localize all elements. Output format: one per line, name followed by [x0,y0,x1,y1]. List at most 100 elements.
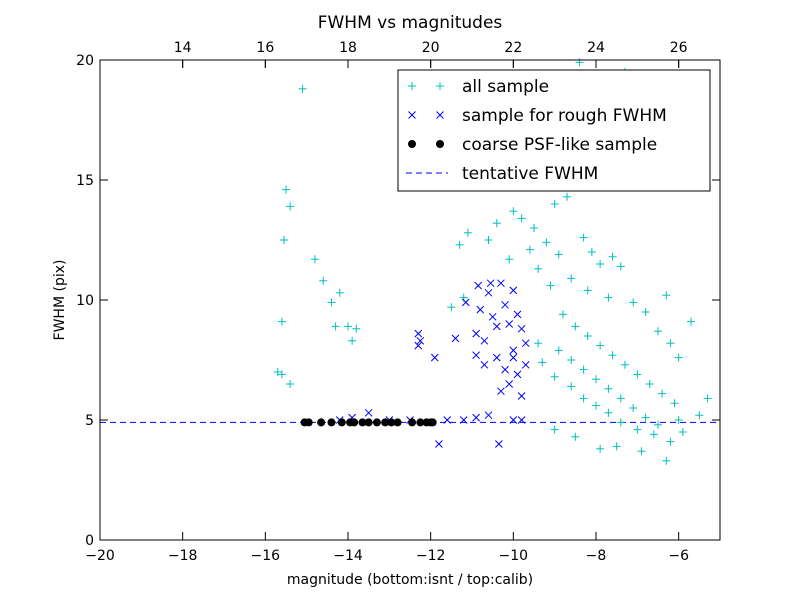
rough-fwhm-point [416,336,425,345]
all-sample-point [277,317,286,326]
all-sample-point [612,442,621,451]
all-sample-point [637,447,646,456]
all-sample-point [633,370,642,379]
all-sample-point [567,274,576,283]
all-sample-point [455,240,464,249]
all-sample-point [542,238,551,247]
legend-items: all sample sample for rough FWHM coarse PS… [406,77,667,184]
all-sample-point [658,389,667,398]
legend-entry: sample for rough FWHM [408,106,667,126]
all-sample-point [550,372,559,381]
rough-fwhm-point [513,310,522,319]
psf-sample-point [428,418,437,427]
rough-fwhm-point [435,440,443,448]
all-sample-point [567,382,576,391]
rough-fwhm-point [497,387,505,396]
all-sample-point [286,380,295,388]
rough-fwhm-point [443,416,452,424]
all-sample-point [662,291,671,300]
all-sample-point [331,322,340,331]
all-sample-point [534,339,543,348]
psf-sample-point [381,418,390,427]
rough-fwhm-point [474,281,483,290]
top-tick-label: 26 [670,40,688,56]
psf-sample-point [372,418,381,427]
all-sample-point [530,224,538,232]
all-sample-point [666,339,675,348]
top-tick-label: 16 [256,40,274,56]
all-sample-point [534,264,543,273]
all-sample-point [604,408,613,417]
all-sample-point [616,262,625,271]
legend-label: coarse PSF-like sample [462,135,657,155]
all-sample-point [592,375,600,384]
all-sample-point [629,298,638,307]
all-sample-point [505,255,514,264]
all-sample-point [567,356,576,364]
all-sample-point [550,425,559,434]
y-tick-label: 10 [76,293,94,309]
all-sample-point [579,394,588,403]
all-sample-point [558,310,567,319]
psf-sample-point [350,418,359,427]
top-tick-label: 14 [174,40,192,56]
all-sample-point [525,245,534,254]
all-sample-point [550,200,559,208]
rough-fwhm-point [517,392,526,400]
rough-fwhm-point [472,413,480,422]
all-sample-point [310,255,319,264]
rough-fwhm-point [414,329,423,338]
all-sample-point [703,394,712,403]
rough-fwhm-point [430,353,439,362]
all-sample-point [616,394,625,403]
rough-fwhm-point [521,339,530,348]
all-sample-point [604,384,613,393]
rough-fwhm-point [517,324,526,333]
all-sample-point [277,370,286,379]
psf-sample-point [364,418,373,427]
psf-sample-point [387,418,396,427]
x-tick-label: −10 [499,548,529,564]
rough-fwhm-point [484,411,493,420]
all-sample-point [335,288,344,297]
rough-fwhm-point [492,353,501,362]
all-sample-point [587,248,596,256]
rough-fwhm-point [472,351,480,360]
all-sample-point [279,236,288,244]
legend-entry: coarse PSF-like sample [408,135,657,155]
legend-marker [436,82,444,90]
all-sample-point [662,456,671,465]
legend-label: all sample [462,77,549,97]
psf-sample-point [337,418,346,427]
legend-marker [436,111,444,119]
data-layer [100,58,720,465]
rough-fwhm-point [461,298,470,307]
rough-fwhm-point [492,322,501,331]
legend-label: sample for rough FWHM [462,106,667,126]
tick-layer: −20 −18 −16 −14 −12 −10 −8 −6 14 16 18 20 22 24 26 0 5 10… [76,40,720,564]
all-sample-point [695,411,704,420]
y-tick-label: 0 [85,533,94,549]
rough-fwhm-point [501,365,509,374]
rough-fwhm-point [505,380,514,388]
all-sample-point [571,322,580,331]
all-sample-point [641,308,650,316]
rough-fwhm-point [488,312,497,321]
top-tick-label: 24 [587,40,605,56]
rough-fwhm-point [509,353,518,362]
rough-fwhm-point [480,360,489,369]
all-sample-point [298,84,307,93]
all-sample-point [608,351,617,360]
all-sample-point [670,399,679,408]
x-axis-label: magnitude (bottom:isnt / top:calib) [287,572,533,588]
rough-fwhm-point [497,279,505,288]
rough-fwhm-point [509,416,518,424]
all-sample-point [596,444,605,453]
all-sample-point [463,228,472,237]
y-tick-label: 20 [76,53,94,69]
all-sample-point [554,346,563,355]
all-sample-point [273,368,282,376]
rough-fwhm-point [459,416,468,424]
all-sample-point [348,336,357,345]
